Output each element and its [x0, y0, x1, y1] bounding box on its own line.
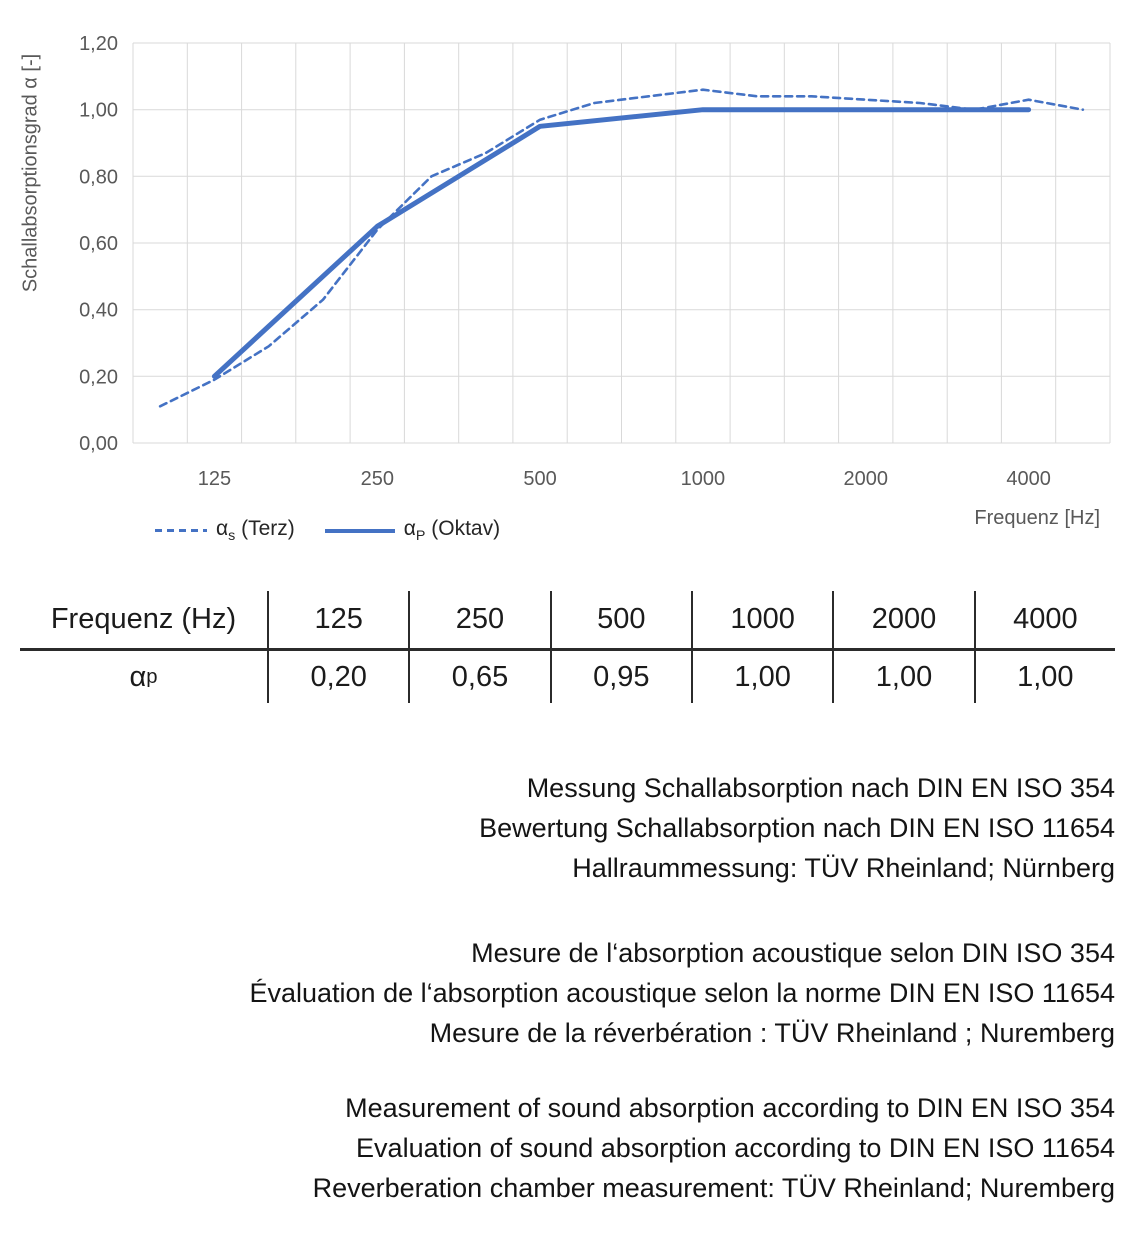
table-value-2000: 1,00	[832, 651, 973, 703]
svg-text:0,80: 0,80	[79, 166, 118, 188]
table-value-4000: 1,00	[973, 651, 1115, 703]
table-header-4000: 4000	[973, 591, 1115, 648]
chart-plot-area: 0,00 0,20 0,40 0,60 0,80 1,00 1,20 125 250 500 100…	[79, 33, 1111, 490]
legend-item-terz: αs (Terz)	[155, 517, 295, 544]
legend-label-terz: αs (Terz)	[216, 517, 295, 544]
table-value-1000: 1,00	[690, 651, 832, 703]
absorption-coefficient-table: Frequenz (Hz) 125 250 500 1000 2000 4000…	[20, 591, 1115, 703]
svg-text:0,40: 0,40	[79, 300, 118, 322]
notes-german: Messung Schallabsorption nach DIN EN ISO…	[479, 768, 1115, 888]
svg-text:1,00: 1,00	[79, 100, 118, 122]
svg-text:2000: 2000	[844, 468, 889, 490]
alpha-subscript: s	[228, 528, 236, 545]
svg-text:0,60: 0,60	[79, 233, 118, 255]
y-axis-title: Schallabsorptionsgrad α [-]	[19, 53, 42, 293]
note-line: Messung Schallabsorption nach DIN EN ISO…	[526, 773, 1115, 803]
table-header-row: Frequenz (Hz) 125 250 500 1000 2000 4000	[20, 591, 1115, 651]
note-line: Reverberation chamber measurement: TÜV R…	[312, 1173, 1115, 1203]
table-value-125: 0,20	[267, 651, 408, 703]
svg-text:0,00: 0,00	[79, 433, 118, 455]
notes-english: Measurement of sound absorption accordin…	[313, 1088, 1115, 1208]
sound-absorption-chart: 0,00 0,20 0,40 0,60 0,80 1,00 1,20 125 250 500 100…	[0, 0, 1135, 585]
svg-text:125: 125	[198, 468, 231, 490]
notes-french: Mesure de l‘absorption acoustique selon …	[249, 933, 1115, 1053]
dashed-line-sample	[155, 529, 207, 533]
table-header-250: 250	[408, 591, 549, 648]
legend-label-oktav: αP (Oktav)	[404, 517, 500, 544]
chart-legend: αs (Terz) αP (Oktav)	[155, 517, 500, 544]
svg-text:1000: 1000	[681, 468, 726, 490]
svg-text:4000: 4000	[1006, 468, 1051, 490]
note-line: Mesure de la réverbération : TÜV Rheinla…	[429, 1018, 1115, 1048]
table-header-frequency: Frequenz (Hz)	[50, 603, 237, 635]
table-header-500: 500	[549, 591, 691, 648]
svg-text:0,20: 0,20	[79, 366, 118, 388]
table-value-500: 0,95	[549, 651, 691, 703]
alpha-subscript: P	[415, 528, 426, 545]
note-line: Bewertung Schallabsorption nach DIN EN I…	[479, 813, 1115, 843]
table-value-250: 0,65	[408, 651, 549, 703]
table-header-2000: 2000	[832, 591, 973, 648]
svg-text:500: 500	[523, 468, 556, 490]
legend-label-text: (Oktav)	[425, 517, 501, 540]
x-axis-title: Frequenz [Hz]	[974, 507, 1100, 529]
svg-text:1,20: 1,20	[79, 33, 118, 55]
solid-line-sample	[324, 528, 395, 533]
alpha-symbol: α	[216, 517, 229, 540]
legend-item-oktav: αP (Oktav)	[324, 517, 500, 544]
note-line: Measurement of sound absorption accordin…	[345, 1093, 1115, 1123]
note-line: Mesure de l‘absorption acoustique selon …	[471, 938, 1115, 968]
table-header-1000: 1000	[690, 591, 832, 648]
alpha-symbol: α	[129, 660, 147, 693]
note-line: Evaluation of sound absorption according…	[356, 1133, 1115, 1163]
alpha-subscript: p	[146, 665, 158, 688]
svg-text:250: 250	[361, 468, 394, 490]
legend-label-text: (Terz)	[235, 517, 295, 540]
alpha-symbol: α	[403, 517, 416, 540]
note-line: Évaluation de l‘absorption acoustique se…	[249, 978, 1115, 1008]
table-header-125: 125	[267, 591, 408, 648]
note-line: Hallraummessung: TÜV Rheinland; Nürnberg	[572, 853, 1115, 883]
